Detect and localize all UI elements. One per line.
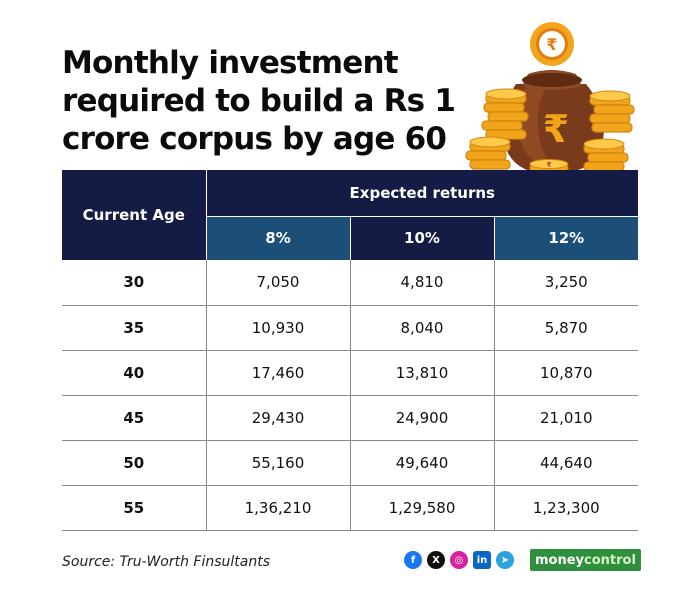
telegram-icon[interactable]: ➤ [496, 551, 514, 569]
investment-table: Current Age Expected returns 8% 10% 12% … [62, 170, 639, 531]
value-cell: 49,640 [349, 440, 494, 486]
social-icons: f X ◎ in ➤ [404, 551, 514, 569]
value-cell: 29,430 [205, 395, 350, 441]
page-title: Monthly investment required to build a R… [62, 44, 482, 158]
value-cell: 55,160 [205, 440, 350, 486]
svg-text:₹: ₹ [546, 35, 557, 54]
value-cell: 44,640 [493, 440, 639, 486]
brand-part-1: money [535, 552, 585, 568]
investment-table-container: Current Age Expected returns 8% 10% 12% … [62, 170, 639, 531]
coin-stack-icon [583, 90, 635, 172]
age-cell: 45 [62, 395, 206, 441]
age-cell: 40 [62, 350, 206, 396]
value-cell: 1,29,580 [349, 485, 494, 531]
value-cell: 13,810 [349, 350, 494, 396]
rate-header-12: 12% [493, 216, 639, 260]
value-cell: 1,36,210 [205, 485, 350, 531]
x-icon[interactable]: X [427, 551, 445, 569]
value-cell: 17,460 [205, 350, 350, 396]
table-row: 30 7,050 4,810 3,250 [62, 260, 639, 306]
linkedin-icon[interactable]: in [473, 551, 491, 569]
svg-text:₹: ₹ [543, 107, 569, 151]
value-cell: 8,040 [349, 305, 494, 351]
moneycontrol-logo[interactable]: money control [530, 549, 641, 571]
current-age-header: Current Age [62, 170, 207, 260]
rate-header-10: 10% [349, 216, 494, 260]
value-cell: 5,870 [493, 305, 639, 351]
rupee-coin-icon: ₹ [530, 22, 574, 66]
age-cell: 50 [62, 440, 206, 486]
age-cell: 55 [62, 485, 206, 531]
value-cell: 24,900 [349, 395, 494, 441]
money-bag-icon: ₹ [502, 70, 604, 174]
money-bag-illustration: ₹ ₹ [465, 22, 635, 174]
age-cell: 35 [62, 305, 206, 351]
age-cell: 30 [62, 260, 206, 306]
source-note: Source: Tru-Worth Finsultants [62, 554, 271, 570]
value-cell: 21,010 [493, 395, 639, 441]
brand-part-2: control [584, 552, 636, 568]
title-line-3: crore corpus by age 60 [62, 121, 447, 157]
value-cell: 1,23,300 [493, 485, 639, 531]
facebook-icon[interactable]: f [404, 551, 422, 569]
title-line-1: Monthly investment [62, 45, 399, 81]
value-cell: 10,870 [493, 350, 639, 396]
expected-returns-header: Expected returns [206, 170, 639, 217]
table-row: 35 10,930 8,040 5,870 [62, 305, 639, 351]
value-cell: 4,810 [349, 260, 494, 306]
value-cell: 10,930 [205, 305, 350, 351]
instagram-icon[interactable]: ◎ [450, 551, 468, 569]
table-row: 55 1,36,210 1,29,580 1,23,300 [62, 485, 639, 531]
table-row: 50 55,160 49,640 44,640 [62, 440, 639, 486]
table-row: 45 29,430 24,900 21,010 [62, 395, 639, 441]
title-line-2: required to build a Rs 1 [62, 83, 456, 119]
rate-header-8: 8% [206, 216, 350, 260]
table-row: 40 17,460 13,810 10,870 [62, 350, 639, 396]
value-cell: 3,250 [493, 260, 639, 306]
value-cell: 7,050 [205, 260, 350, 306]
svg-text:₹: ₹ [547, 161, 552, 169]
coin-stack-icon [465, 88, 529, 170]
